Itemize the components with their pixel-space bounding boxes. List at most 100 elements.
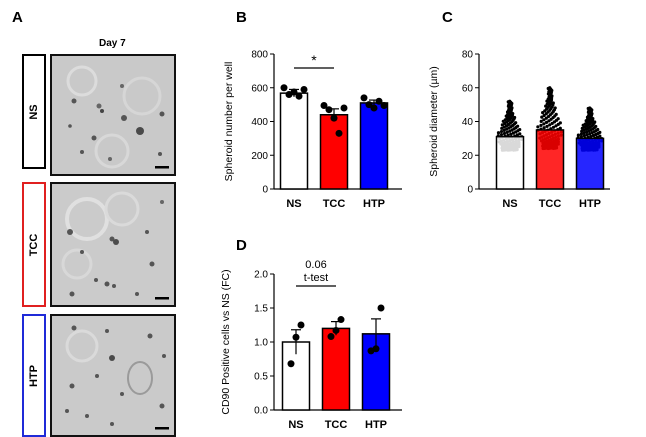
data-point-c	[516, 124, 520, 128]
data-point-d	[337, 316, 345, 324]
data-point-c	[518, 132, 522, 136]
data-point-c	[496, 131, 501, 135]
data-point-c	[502, 128, 506, 132]
data-point-c	[579, 135, 583, 139]
data-point-b	[295, 92, 303, 100]
x-tick-label-c: NS	[502, 198, 517, 210]
micrograph-tcc	[50, 182, 176, 307]
data-point-c	[500, 126, 504, 130]
data-point-d	[327, 333, 335, 341]
data-point-c	[545, 124, 549, 128]
panel-d-letter: D	[236, 237, 247, 254]
data-point-b	[280, 84, 288, 92]
row-label-box-htp: HTP	[22, 314, 46, 437]
panel-a-letter: A	[12, 9, 23, 26]
micrograph-ns	[50, 54, 176, 176]
data-point-c	[588, 106, 592, 110]
data-point-b	[335, 129, 343, 137]
data-point-b	[290, 88, 298, 96]
row-label-box-tcc: TCC	[22, 182, 46, 307]
data-point-c	[540, 115, 544, 119]
y-tick-label-c: 40	[462, 117, 474, 128]
y-tick-label-d: 0.0	[254, 406, 268, 417]
data-point-b	[370, 104, 378, 112]
data-point-c	[542, 122, 546, 126]
data-point-c	[539, 123, 543, 127]
data-point-b	[325, 106, 333, 114]
y-axis-label-d: CD90 Positive cells vs NS (FC)	[220, 269, 232, 414]
data-point-c	[541, 111, 545, 115]
row-label-box-ns: NS	[22, 54, 46, 169]
x-tick-label-b: NS	[286, 198, 301, 210]
data-point-c	[505, 130, 509, 134]
bar-c-htp	[575, 137, 605, 190]
data-point-c	[548, 86, 552, 90]
y-tick-label-b: 200	[251, 151, 268, 162]
y-tick-label-c: 20	[462, 151, 474, 162]
data-point-c	[509, 132, 513, 136]
data-point-c	[589, 134, 593, 139]
data-point-d	[332, 326, 340, 334]
data-point-b	[330, 114, 338, 122]
y-axis-label-b: Spheroid number per well	[223, 62, 235, 182]
bar-c-tcc	[535, 129, 565, 190]
data-point-c	[499, 129, 504, 134]
data-point-c	[544, 120, 549, 124]
data-point-c	[551, 125, 556, 129]
data-point-c	[542, 126, 546, 130]
panel-b-letter: B	[236, 9, 247, 26]
y-axis-label-c: Spheroid diameter (µm)	[428, 66, 440, 177]
y-tick-label-b: 800	[251, 50, 268, 61]
data-point-d	[372, 345, 380, 353]
data-point-c	[508, 99, 512, 103]
y-tick-label-c: 0	[467, 185, 473, 196]
data-point-c	[580, 129, 584, 133]
data-point-b	[360, 94, 368, 102]
bar-c-ns	[495, 135, 525, 190]
micrograph-htp	[50, 314, 176, 437]
data-point-c	[499, 132, 504, 137]
x-tick-label-c: HTP	[579, 198, 601, 210]
data-point-c	[554, 112, 558, 116]
data-point-d	[292, 333, 300, 341]
panel-c-letter: C	[442, 9, 453, 26]
x-tick-label-d: NS	[288, 419, 303, 431]
data-point-d	[287, 360, 295, 368]
data-point-c	[556, 117, 560, 121]
x-tick-label-b: HTP	[363, 198, 385, 210]
data-point-c	[585, 133, 589, 137]
data-point-c	[539, 119, 543, 123]
data-point-b	[320, 101, 328, 109]
data-point-c	[598, 130, 602, 135]
data-point-c	[502, 131, 507, 136]
y-tick-label-d: 2.0	[254, 270, 268, 281]
y-tick-label-d: 1.0	[254, 338, 268, 349]
data-point-b	[300, 85, 308, 93]
data-point-b	[375, 97, 383, 105]
significance-label-b: *	[311, 52, 317, 68]
data-point-d	[377, 304, 385, 312]
bar-d-tcc	[321, 327, 351, 411]
bar-b-ns	[279, 92, 309, 190]
x-tick-label-c: TCC	[539, 198, 562, 210]
data-point-c	[515, 133, 519, 137]
data-point-c	[582, 131, 586, 135]
data-point-b	[340, 104, 348, 112]
y-tick-label-b: 600	[251, 83, 268, 94]
data-point-c	[598, 134, 602, 138]
data-point-c	[582, 134, 586, 138]
y-tick-label-c: 80	[462, 50, 474, 61]
data-point-c	[548, 123, 552, 127]
data-point-c	[511, 131, 515, 135]
data-point-c	[594, 124, 598, 129]
data-point-c	[558, 121, 562, 125]
bar-b-htp	[359, 102, 389, 190]
significance-label-d: 0.06	[305, 259, 326, 271]
y-tick-label-d: 1.5	[254, 304, 268, 315]
data-point-c	[542, 118, 546, 122]
x-tick-label-d: HTP	[365, 419, 387, 431]
y-tick-label-b: 400	[251, 117, 268, 128]
x-tick-label-b: TCC	[323, 198, 346, 210]
data-point-c	[518, 127, 522, 132]
